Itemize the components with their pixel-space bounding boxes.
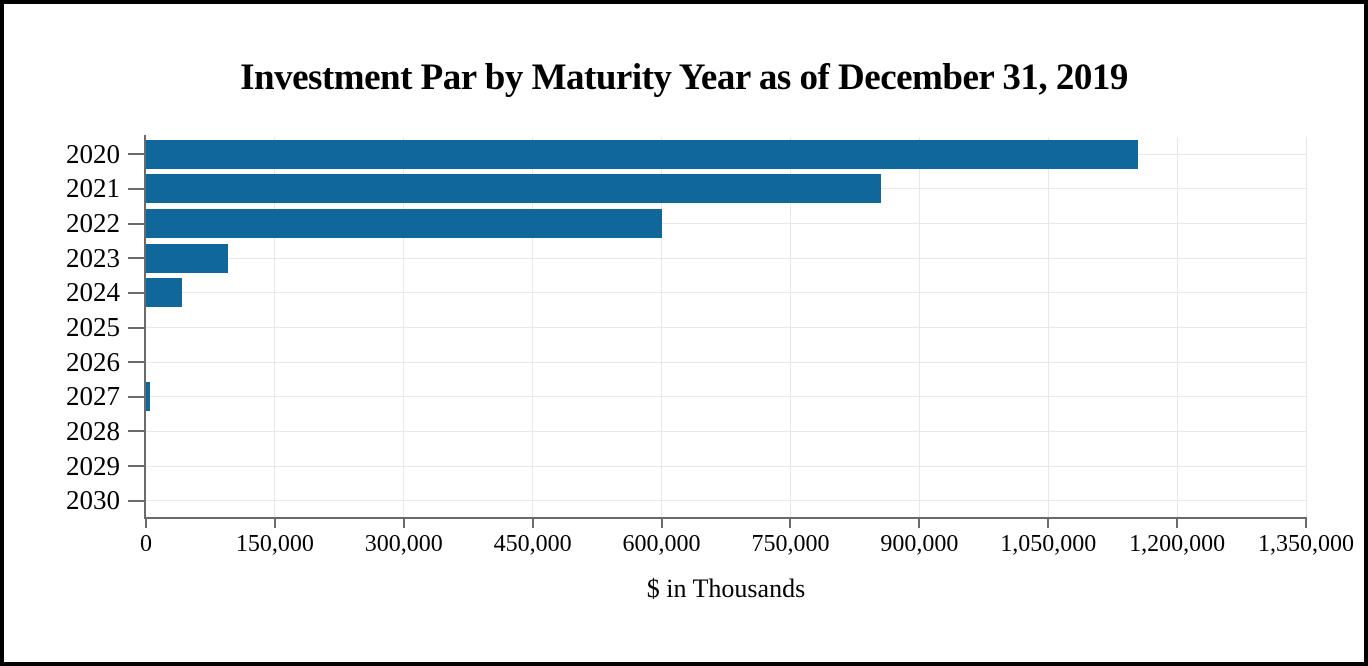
x-tick-label: 0 [140,531,152,557]
x-tick-label: 450,000 [493,531,572,557]
y-gridline [146,465,1306,467]
y-axis-tick [128,430,144,433]
y-gridline [146,257,1306,259]
y-axis-tick [128,291,144,294]
x-axis-line [144,517,1307,519]
x-axis-tick [789,518,792,528]
x-tick-label: 750,000 [751,531,830,557]
y-axis-tick [128,153,144,156]
y-tick-label: 2022 [66,208,120,239]
bar-2024 [146,278,183,308]
y-axis-line [144,135,146,518]
y-axis-tick [128,257,144,260]
y-tick-label: 2029 [66,450,120,481]
y-tick-label: 2021 [66,173,120,204]
y-tick-label: 2030 [66,485,120,516]
y-axis-tick [128,465,144,468]
x-axis-tick [402,518,405,528]
y-tick-label: 2026 [66,346,120,377]
bar-2027 [146,382,151,412]
bar-2020 [146,139,1139,169]
y-gridline [146,292,1306,294]
x-tick-label: 600,000 [622,531,701,557]
y-gridline [146,327,1306,328]
x-axis-tick [1047,518,1050,528]
y-gridline [146,500,1306,502]
y-gridline [146,396,1306,398]
y-tick-label: 2028 [66,415,120,446]
y-axis-tick [128,361,144,364]
y-axis-tick [128,395,144,398]
x-axis-tick [145,518,147,528]
y-axis-tick [128,187,144,190]
x-tick-label: 1,350,000 [1258,531,1354,557]
y-axis-tick [128,326,144,329]
x-tick-label: 150,000 [235,531,314,557]
y-gridline [146,430,1306,432]
x-axis-tick [273,518,276,528]
y-tick-label: 2027 [66,381,120,412]
x-tick-label: 1,050,000 [1000,531,1097,557]
x-axis-tick [1305,518,1307,528]
plot-area [144,135,1307,519]
y-axis-tick [128,499,144,502]
x-axis-title: $ in Thousands [646,574,806,603]
x-axis-tick [1176,518,1179,528]
y-tick-label: 2023 [66,242,120,273]
y-gridline [146,361,1306,363]
x-axis-tick [660,518,663,528]
x-axis-tick [531,518,534,528]
x-tick-label: 300,000 [364,531,443,557]
bar-2023 [146,243,228,273]
y-tick-label: 2025 [66,312,120,342]
chart-title: Investment Par by Maturity Year as of De… [240,57,1128,98]
y-axis-tick [128,222,144,225]
y-tick-label: 2024 [66,277,120,308]
bar-2021 [146,174,881,204]
y-tick-label: 2020 [66,138,120,169]
y-gridline [146,223,1306,225]
bar-2022 [146,209,662,239]
x-tick-label: 900,000 [880,531,959,557]
x-tick-label: 1,200,000 [1129,531,1226,557]
x-gridline [1305,137,1307,518]
x-axis-tick [918,518,921,528]
